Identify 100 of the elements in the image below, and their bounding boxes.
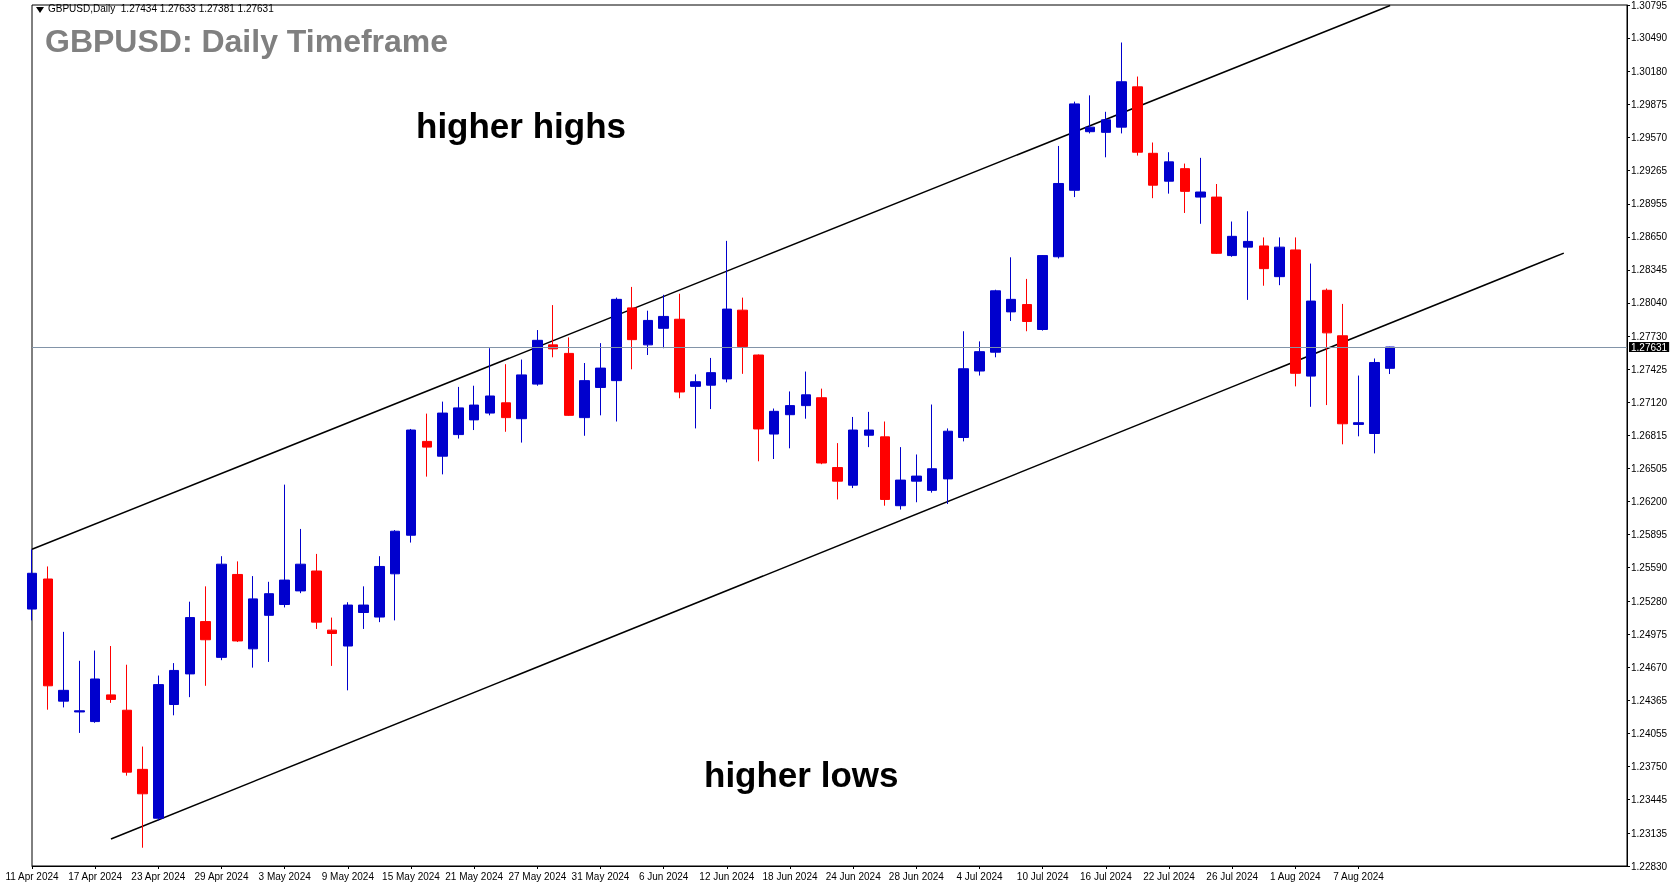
candlestick [1022,278,1032,332]
y-tick-label: 1.29265 [1631,164,1668,176]
candlestick [816,388,827,465]
y-tick-label: 1.25895 [1631,529,1668,541]
candlestick [1085,94,1095,134]
candlestick [564,336,574,417]
x-tick-label: 3 May 2024 [258,870,312,882]
candlestick [90,650,100,724]
x-tick-label: 29 Apr 2024 [194,870,249,882]
candlestick [27,548,37,621]
candlestick [1243,210,1253,301]
candlestick [1227,221,1237,258]
x-tick-label: 7 Aug 2024 [1333,870,1385,882]
candlestick [1069,101,1080,198]
candlestick [706,357,716,410]
candlestick [216,555,227,661]
x-tick-label: 16 Jul 2024 [1080,870,1133,882]
candlestick [1101,111,1111,158]
candlestick [74,660,85,734]
x-tick-label: 17 Apr 2024 [68,870,123,882]
x-tick-label: 1 Aug 2024 [1270,870,1322,882]
candlestick [690,373,701,429]
x-tick-label: 24 Jun 2024 [825,870,882,882]
ref-line-label: 1.27631 [1631,341,1668,353]
candlestick [137,746,148,849]
candlestick [295,528,306,594]
candlestick [1369,357,1380,454]
y-tick-label: 1.25280 [1631,595,1668,607]
candlestick [737,297,748,375]
y-tick-label: 1.23750 [1631,761,1668,773]
candlestick [1148,142,1158,199]
y-tick-label: 1.28040 [1631,297,1668,309]
y-tick-label: 1.29875 [1631,98,1668,110]
y-tick-label: 1.28345 [1631,264,1668,276]
candlestick [1164,151,1174,195]
x-tick-label: 27 May 2024 [508,870,567,882]
candlestick [532,329,543,387]
candlestick [611,297,622,422]
candlestick [674,293,685,399]
candlestick [390,529,400,621]
candlestick [232,560,243,643]
candlestick [801,371,811,420]
annotation: higher highs [416,106,626,145]
candlestick [1037,254,1048,332]
candlestick [153,675,164,821]
candlestick [169,662,179,716]
y-tick-label: 1.28955 [1631,198,1668,210]
candlestick [437,401,448,475]
candlestick [943,427,953,505]
y-tick-label: 1.27730 [1631,330,1668,342]
y-tick-label: 1.23445 [1631,794,1668,806]
candlestick [627,286,637,370]
candlestick [769,408,779,460]
candlestick [880,421,890,507]
candlestick [311,553,322,630]
candlestick [958,330,969,442]
text: GBPUSD: Daily Timeframe [45,23,449,59]
y-tick-label: 1.24670 [1631,661,1668,673]
y-tick-label: 1.28650 [1631,231,1668,243]
candlestick [1274,236,1285,286]
x-tick-label: 15 May 2024 [382,870,441,882]
candlestick [753,353,764,462]
candlestick [1211,183,1222,255]
y-tick-label: 1.23135 [1631,827,1668,839]
x-tick-label: 12 Jun 2024 [699,870,755,882]
candlestick [516,359,527,444]
y-tick-label: 1.24975 [1631,628,1668,640]
candlestick [911,453,922,503]
candlestick [1306,263,1316,408]
candlestick [595,342,606,416]
x-tick-label: 21 May 2024 [445,870,504,882]
y-tick-label: 1.30180 [1631,65,1668,77]
x-tick-label: 26 Jul 2024 [1206,870,1259,882]
candlestick [1322,288,1332,406]
y-tick-label: 1.30795 [1631,0,1668,11]
candlestick [485,347,495,416]
candlestick [406,428,416,544]
x-tick-label: 28 Jun 2024 [888,870,945,882]
x-tick-label: 4 Jul 2024 [956,870,1004,882]
candlestick [264,581,274,663]
y-tick-label: 1.30490 [1631,32,1668,44]
candlestick [658,294,669,349]
candlestick [832,442,843,500]
candlestick [200,585,211,687]
candlestick [579,362,590,437]
y-tick-label: 1.26200 [1631,496,1668,508]
candlestick [1337,303,1348,445]
candlestick [1385,346,1395,375]
candlestick [501,363,511,433]
candlestick [785,390,795,449]
candlestick [1006,256,1016,322]
candlestick [990,289,1001,358]
candlestick [58,631,69,708]
candlestick [358,585,369,630]
y-tick-label: 1.25590 [1631,562,1668,574]
candlestick [343,601,353,691]
y-tick-label: 1.24365 [1631,694,1668,706]
annotation: GBPUSD,Daily 1.27434 1.27633 1.27381 1.27631 [48,2,275,14]
x-tick-label: 11 Apr 2024 [5,870,60,882]
x-tick-label: 31 May 2024 [571,870,630,882]
